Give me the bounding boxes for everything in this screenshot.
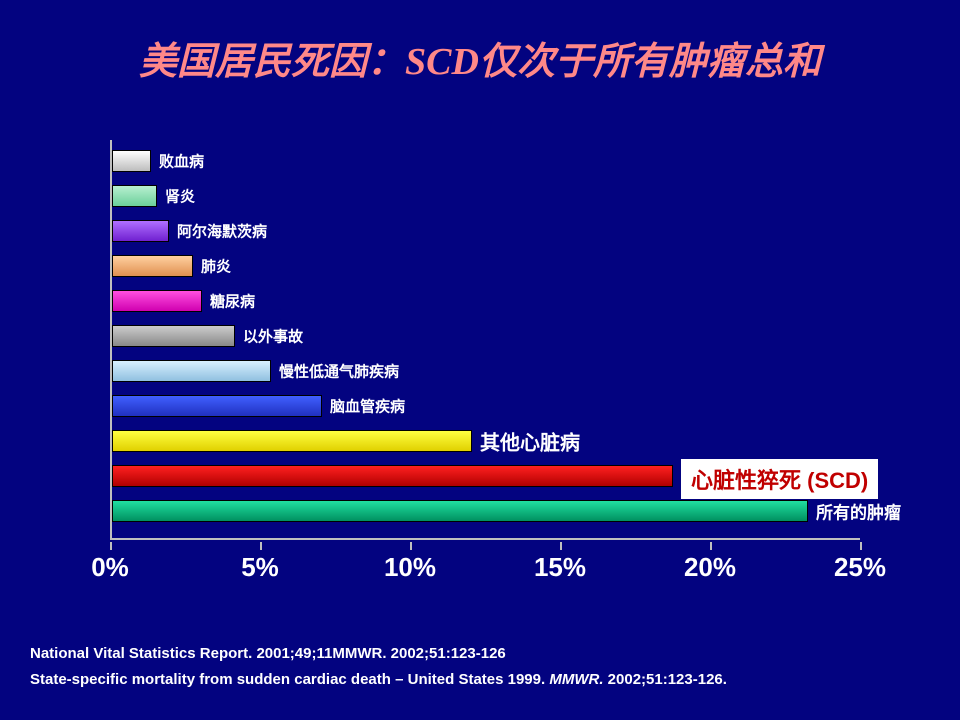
bar-row: 脑血管疾病 — [112, 395, 322, 417]
page-title: 美国居民死因：SCD仅次于所有肿瘤总和 — [0, 30, 960, 85]
citations: National Vital Statistics Report. 2001;4… — [30, 641, 727, 692]
bar-label: 脑血管疾病 — [322, 396, 405, 417]
bar — [112, 500, 808, 522]
bar-row: 糖尿病 — [112, 290, 202, 312]
bar-row: 肺炎 — [112, 255, 193, 277]
bar — [112, 220, 169, 242]
bar-label: 肾炎 — [157, 186, 195, 207]
x-tick-label: 20% — [684, 552, 736, 583]
bar-row: 心脏性猝死 (SCD) — [112, 465, 673, 487]
bar — [112, 185, 157, 207]
bar-row: 以外事故 — [112, 325, 235, 347]
bar — [112, 255, 193, 277]
x-tick-label: 0% — [91, 552, 129, 583]
bar — [112, 430, 472, 452]
x-tick — [710, 542, 712, 550]
bar — [112, 395, 322, 417]
bar-label: 阿尔海默茨病 — [169, 221, 267, 242]
citation-line: National Vital Statistics Report. 2001;4… — [30, 641, 727, 667]
x-tick-label: 10% — [384, 552, 436, 583]
plot-area: 败血病肾炎阿尔海默茨病肺炎糖尿病以外事故慢性低通气肺疾病脑血管疾病其他心脏病心脏… — [110, 140, 860, 540]
bar — [112, 360, 271, 382]
x-tick — [860, 542, 862, 550]
scd-highlight-box: 心脏性猝死 (SCD) — [681, 459, 878, 499]
x-tick — [110, 542, 112, 550]
bar-label: 其他心脏病 — [472, 427, 580, 456]
x-tick — [560, 542, 562, 550]
bar-label: 肺炎 — [193, 256, 231, 277]
bar — [112, 290, 202, 312]
bar-row: 肾炎 — [112, 185, 157, 207]
x-tick — [410, 542, 412, 550]
bar — [112, 325, 235, 347]
bar-row: 败血病 — [112, 150, 151, 172]
bar-label: 糖尿病 — [202, 291, 255, 312]
x-axis: 0%5%10%15%20%25% — [110, 542, 860, 582]
bar-label: 以外事故 — [235, 326, 303, 347]
x-tick — [260, 542, 262, 550]
bar-row: 阿尔海默茨病 — [112, 220, 169, 242]
bar-row: 其他心脏病 — [112, 430, 472, 452]
bar-label: 所有的肿瘤 — [808, 499, 901, 524]
bar-chart: 败血病肾炎阿尔海默茨病肺炎糖尿病以外事故慢性低通气肺疾病脑血管疾病其他心脏病心脏… — [90, 140, 890, 580]
bar — [112, 150, 151, 172]
bar-label: 慢性低通气肺疾病 — [271, 361, 399, 382]
bar-row: 慢性低通气肺疾病 — [112, 360, 271, 382]
x-tick-label: 15% — [534, 552, 586, 583]
x-tick-label: 25% — [834, 552, 886, 583]
bar-row: 所有的肿瘤 — [112, 500, 808, 522]
citation-line: State-specific mortality from sudden car… — [30, 667, 727, 693]
bar — [112, 465, 673, 487]
x-tick-label: 5% — [241, 552, 279, 583]
bar-label: 败血病 — [151, 151, 204, 172]
